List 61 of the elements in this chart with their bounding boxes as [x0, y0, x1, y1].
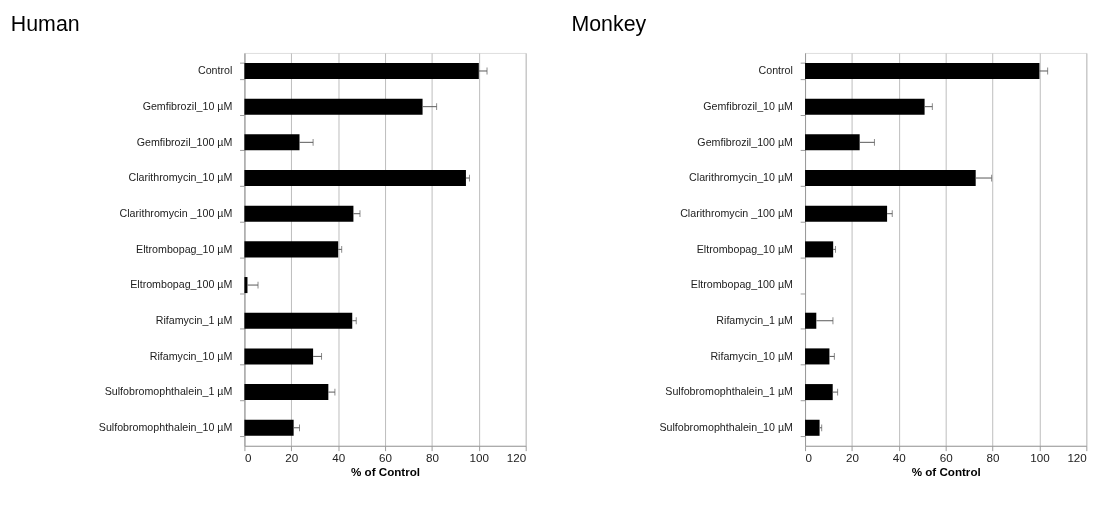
x-tick-label: 0: [244, 450, 252, 464]
y-tick-label: Control: [758, 64, 793, 77]
bar: [244, 312, 353, 329]
bar: [244, 277, 248, 294]
bar: [244, 419, 294, 436]
x-tick-label: 100: [469, 450, 490, 464]
bar: [244, 134, 300, 151]
x-tick-label: 80: [425, 450, 440, 464]
x-axis-title: % of Control: [351, 465, 421, 479]
y-tick-label: Sulfobromophthalein_1 µM: [104, 385, 233, 398]
x-tick-label: 100: [1030, 450, 1051, 464]
y-tick-label: Rifamycin_10 µM: [149, 349, 233, 362]
text: Monkey: [571, 11, 647, 36]
bar: [805, 384, 833, 401]
bar: [805, 241, 834, 258]
y-tick-label: Rifamycin_1 µM: [716, 314, 793, 327]
y-tick-label: Clarithromycin _100 µM: [119, 207, 233, 220]
y-tick-label: Gemfibrozil_100 µM: [697, 135, 793, 148]
bar: [805, 419, 820, 436]
bar: [805, 348, 830, 365]
x-tick-label: 20: [845, 450, 860, 464]
x-axis-title: % of Control: [911, 465, 981, 479]
bar: [805, 169, 976, 187]
x-tick-label: 20: [285, 450, 299, 464]
y-tick-label: Eltrombopag_10 µM: [136, 242, 233, 255]
bar: [244, 348, 314, 365]
bar: [805, 205, 888, 222]
y-tick-label: Eltrombopag_10 µM: [696, 242, 793, 255]
x-tick-label: 120: [1067, 450, 1088, 464]
y-tick-label: Gemfibrozil_10 µM: [142, 100, 233, 113]
y-tick-label: Rifamycin_1 µM: [155, 314, 233, 327]
x-tick-label: 60: [939, 450, 954, 464]
x-tick-label: 40: [332, 450, 346, 464]
bar: [805, 62, 1040, 80]
bar: [244, 241, 339, 258]
y-tick-label: Gemfibrozil_100 µM: [136, 135, 233, 148]
bar: [244, 169, 466, 187]
bar: [244, 384, 329, 401]
bar: [244, 205, 354, 222]
y-tick-label: Sulfobromophthalein_10 µM: [659, 421, 793, 434]
x-tick-label: 60: [379, 450, 393, 464]
text: Human: [10, 11, 80, 36]
y-tick-label: Eltrombopag_100 µM: [690, 278, 793, 291]
y-tick-label: Clarithromycin_10 µM: [689, 171, 793, 184]
y-tick-label: Clarithromycin _100 µM: [680, 207, 793, 220]
x-tick-label: 0: [805, 450, 813, 464]
y-tick-label: Clarithromycin_10 µM: [128, 171, 233, 184]
y-tick-label: Control: [197, 64, 233, 77]
bar: [244, 98, 423, 115]
y-tick-label: Rifamycin_10 µM: [710, 349, 793, 362]
x-tick-label: 40: [892, 450, 907, 464]
y-tick-label: Gemfibrozil_10 µM: [703, 100, 793, 113]
bar: [244, 62, 479, 80]
y-tick-label: Eltrombopag_100 µM: [130, 278, 233, 291]
y-tick-label: Sulfobromophthalein_10 µM: [98, 421, 233, 434]
bar: [805, 98, 925, 115]
x-tick-label: 120: [506, 450, 527, 464]
bar: [805, 312, 817, 329]
bar: [805, 134, 860, 151]
y-tick-label: Sulfobromophthalein_1 µM: [665, 385, 793, 398]
x-tick-label: 80: [986, 450, 1001, 464]
